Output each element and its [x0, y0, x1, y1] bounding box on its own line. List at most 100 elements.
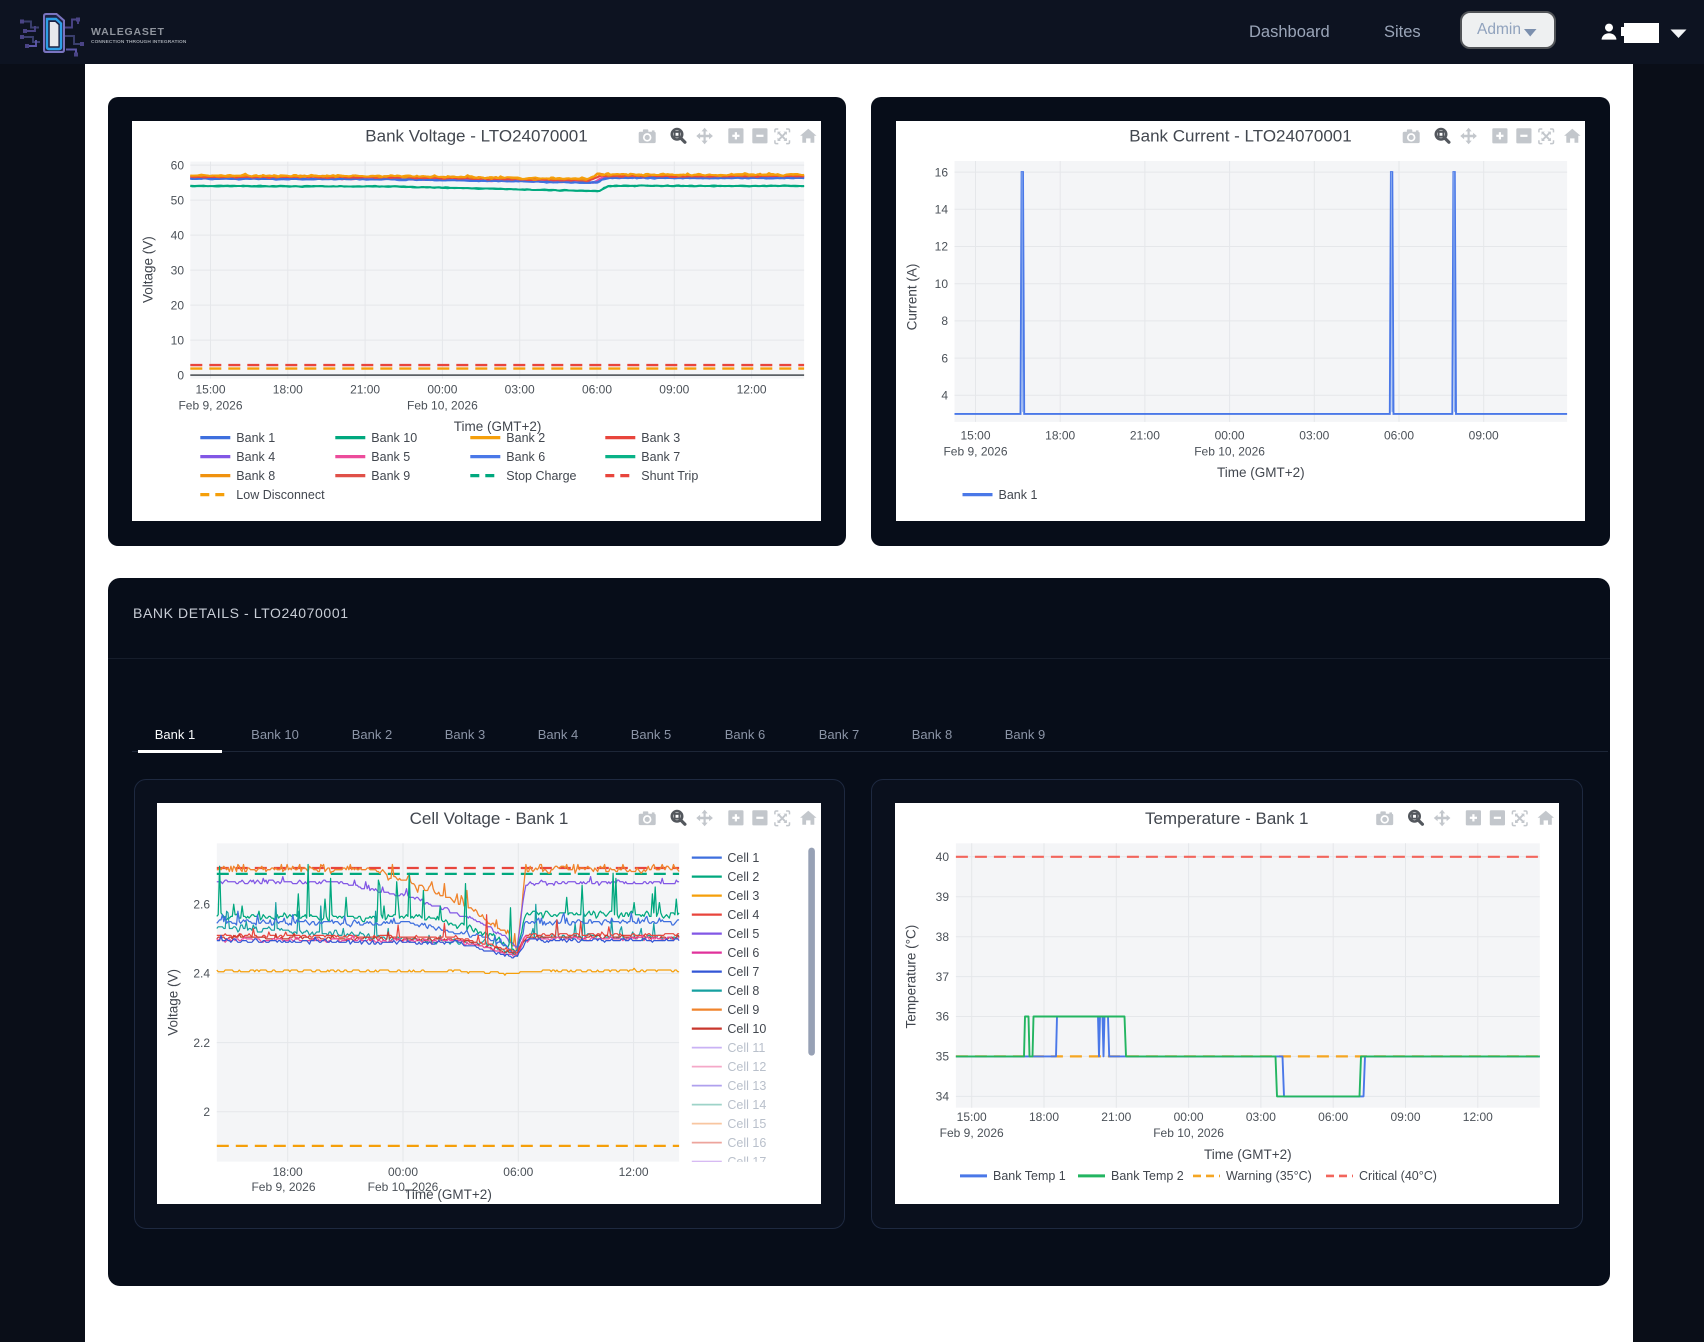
svg-text:Time (GMT+2): Time (GMT+2) — [404, 1187, 492, 1202]
svg-text:Feb 10, 2026: Feb 10, 2026 — [407, 399, 478, 413]
svg-text:2.4: 2.4 — [193, 967, 210, 981]
svg-text:6: 6 — [941, 352, 948, 366]
svg-text:06:00: 06:00 — [582, 383, 612, 397]
svg-text:Cell 8: Cell 8 — [727, 984, 759, 998]
svg-text:Cell 2: Cell 2 — [727, 870, 759, 884]
svg-text:Feb 9, 2026: Feb 9, 2026 — [251, 1181, 315, 1195]
svg-text:Temperature (°C): Temperature (°C) — [904, 925, 919, 1029]
svg-text:Cell 16: Cell 16 — [727, 1136, 766, 1150]
svg-text:Cell 14: Cell 14 — [727, 1098, 766, 1112]
svg-text:Bank Voltage - LTO24070001: Bank Voltage - LTO24070001 — [365, 127, 587, 146]
svg-text:2.6: 2.6 — [193, 898, 210, 912]
svg-text:34: 34 — [936, 1090, 950, 1104]
svg-text:Cell 7: Cell 7 — [727, 965, 759, 979]
svg-text:Feb 9, 2026: Feb 9, 2026 — [178, 399, 242, 413]
svg-text:39: 39 — [936, 890, 950, 904]
svg-text:00:00: 00:00 — [388, 1165, 418, 1179]
svg-text:10: 10 — [170, 334, 184, 348]
svg-text:Cell 11: Cell 11 — [727, 1041, 765, 1055]
svg-text:15:00: 15:00 — [195, 383, 225, 397]
svg-text:Bank 10: Bank 10 — [371, 431, 417, 445]
svg-text:Bank 9: Bank 9 — [371, 469, 410, 483]
svg-text:03:00: 03:00 — [504, 383, 534, 397]
svg-text:4: 4 — [941, 389, 948, 403]
svg-text:Warning (35°C): Warning (35°C) — [1226, 1170, 1312, 1184]
svg-text:50: 50 — [170, 194, 184, 208]
svg-text:Time (GMT+2): Time (GMT+2) — [1216, 466, 1304, 481]
svg-text:Shunt Trip: Shunt Trip — [641, 469, 698, 483]
svg-text:21:00: 21:00 — [1101, 1110, 1131, 1124]
svg-text:Current (A): Current (A) — [904, 264, 919, 331]
svg-text:Temperature - Bank 1: Temperature - Bank 1 — [1145, 809, 1308, 828]
svg-text:03:00: 03:00 — [1246, 1110, 1276, 1124]
svg-text:Cell 9: Cell 9 — [727, 1003, 759, 1017]
svg-text:Cell 13: Cell 13 — [727, 1079, 766, 1093]
svg-text:Feb 9, 2026: Feb 9, 2026 — [940, 1126, 1004, 1140]
svg-text:Bank 7: Bank 7 — [641, 450, 680, 464]
svg-text:8: 8 — [941, 314, 948, 328]
svg-text:14: 14 — [934, 203, 948, 217]
svg-text:Stop Charge: Stop Charge — [506, 469, 576, 483]
svg-text:Bank 8: Bank 8 — [236, 469, 275, 483]
svg-text:2.2: 2.2 — [193, 1036, 210, 1050]
svg-text:09:00: 09:00 — [1390, 1110, 1420, 1124]
svg-text:Bank Current - LTO24070001: Bank Current - LTO24070001 — [1129, 127, 1351, 146]
svg-text:18:00: 18:00 — [273, 1165, 303, 1179]
svg-text:35: 35 — [936, 1050, 950, 1064]
svg-text:09:00: 09:00 — [659, 383, 689, 397]
svg-text:06:00: 06:00 — [1318, 1110, 1348, 1124]
svg-text:06:00: 06:00 — [1383, 429, 1413, 443]
svg-text:Cell Voltage - Bank 1: Cell Voltage - Bank 1 — [410, 809, 569, 828]
svg-text:00:00: 00:00 — [1214, 429, 1244, 443]
svg-text:36: 36 — [936, 1010, 950, 1024]
svg-text:Time (GMT+2): Time (GMT+2) — [453, 419, 541, 434]
svg-text:Feb 10, 2026: Feb 10, 2026 — [1153, 1126, 1224, 1140]
svg-text:00:00: 00:00 — [1174, 1110, 1204, 1124]
svg-text:Low Disconnect: Low Disconnect — [236, 488, 325, 502]
svg-text:18:00: 18:00 — [1045, 429, 1075, 443]
svg-text:16: 16 — [934, 166, 948, 180]
svg-text:40: 40 — [170, 229, 184, 243]
svg-text:Bank 1: Bank 1 — [998, 488, 1037, 502]
svg-text:Cell 4: Cell 4 — [727, 908, 759, 922]
svg-text:20: 20 — [170, 299, 184, 313]
svg-text:12:00: 12:00 — [736, 383, 766, 397]
svg-text:Cell 15: Cell 15 — [727, 1117, 766, 1131]
svg-text:12: 12 — [934, 240, 948, 254]
svg-text:Cell 1: Cell 1 — [727, 851, 759, 865]
svg-text:Voltage (V): Voltage (V) — [166, 969, 181, 1036]
svg-text:60: 60 — [170, 159, 184, 173]
svg-text:Cell 10: Cell 10 — [727, 1022, 766, 1036]
svg-text:Time (GMT+2): Time (GMT+2) — [1204, 1147, 1292, 1162]
svg-text:Critical (40°C): Critical (40°C) — [1359, 1170, 1437, 1184]
svg-text:21:00: 21:00 — [1129, 429, 1159, 443]
svg-text:Cell 6: Cell 6 — [727, 946, 759, 960]
svg-text:12:00: 12:00 — [619, 1165, 649, 1179]
svg-text:03:00: 03:00 — [1299, 429, 1329, 443]
svg-text:0: 0 — [177, 369, 184, 383]
svg-text:Bank 6: Bank 6 — [506, 450, 545, 464]
svg-text:15:00: 15:00 — [960, 429, 990, 443]
svg-text:Bank 1: Bank 1 — [236, 431, 275, 445]
svg-text:30: 30 — [170, 264, 184, 278]
svg-text:21:00: 21:00 — [350, 383, 380, 397]
svg-text:Feb 10, 2026: Feb 10, 2026 — [1194, 445, 1265, 459]
svg-text:Bank 2: Bank 2 — [506, 431, 545, 445]
svg-text:Cell 3: Cell 3 — [727, 889, 759, 903]
svg-text:Bank 5: Bank 5 — [371, 450, 410, 464]
svg-text:Feb 9, 2026: Feb 9, 2026 — [943, 445, 1007, 459]
svg-text:Bank 4: Bank 4 — [236, 450, 275, 464]
svg-text:12:00: 12:00 — [1463, 1110, 1493, 1124]
svg-text:37: 37 — [936, 970, 950, 984]
svg-text:Bank Temp 2: Bank Temp 2 — [1111, 1170, 1184, 1184]
svg-text:40: 40 — [936, 850, 950, 864]
svg-text:Feb 10, 2026: Feb 10, 2026 — [368, 1181, 439, 1195]
svg-text:06:00: 06:00 — [503, 1165, 533, 1179]
svg-text:09:00: 09:00 — [1468, 429, 1498, 443]
svg-text:38: 38 — [936, 930, 950, 944]
svg-text:00:00: 00:00 — [427, 383, 457, 397]
svg-text:18:00: 18:00 — [1029, 1110, 1059, 1124]
svg-text:Cell 12: Cell 12 — [727, 1060, 766, 1074]
svg-text:Bank Temp 1: Bank Temp 1 — [993, 1170, 1066, 1184]
svg-text:18:00: 18:00 — [272, 383, 302, 397]
